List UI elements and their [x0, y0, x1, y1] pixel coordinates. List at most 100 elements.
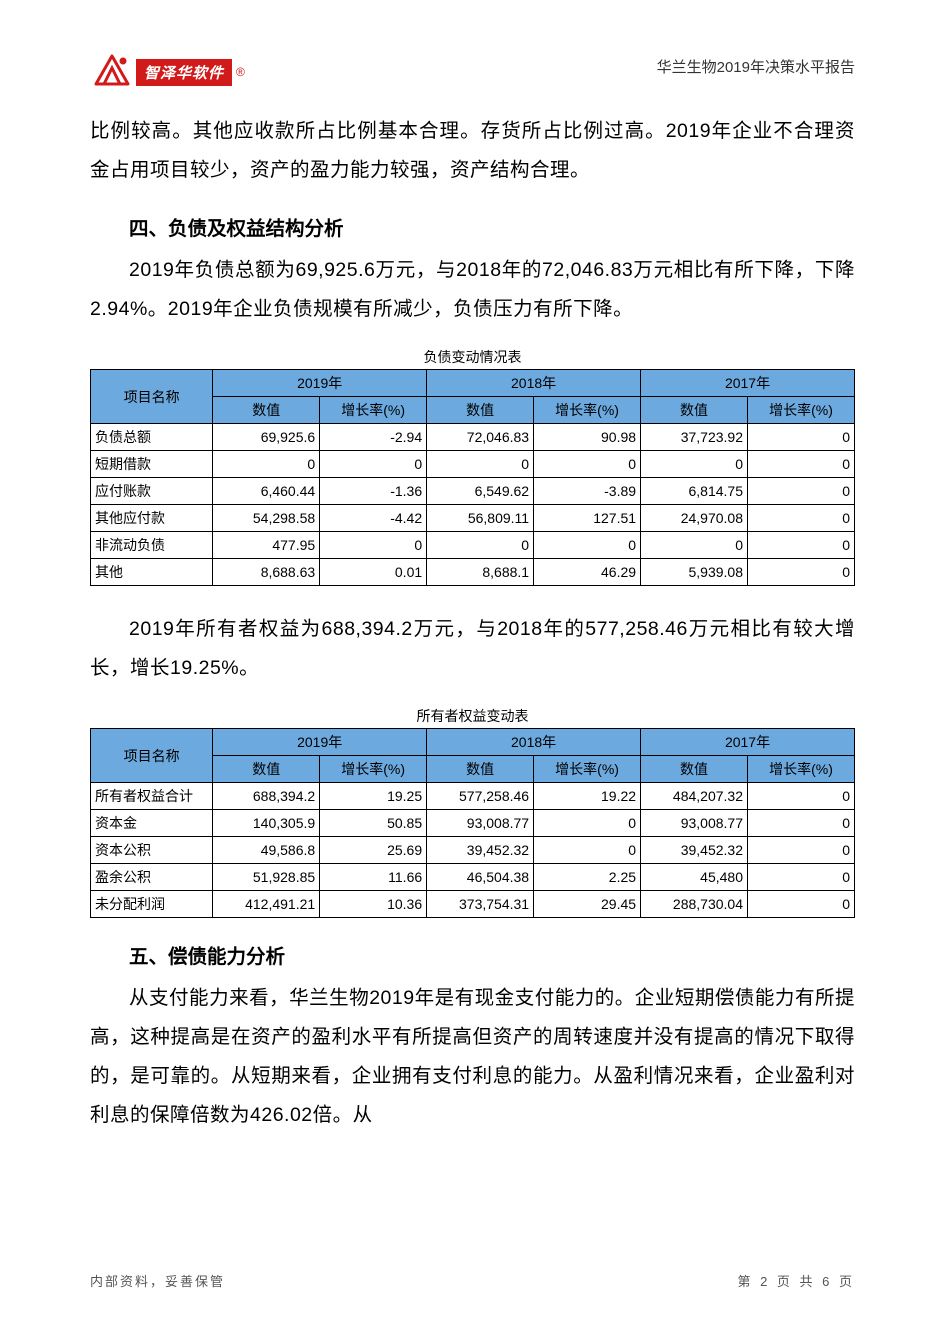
logo-text: 智泽华软件: [136, 59, 232, 86]
cell-name: 盈余公积: [91, 864, 213, 891]
cell-growth: 0: [748, 532, 855, 559]
cell-growth: -1.36: [320, 478, 427, 505]
col-subheader-value: 数值: [213, 756, 320, 783]
cell-value: 484,207.32: [641, 783, 748, 810]
cell-value: 24,970.08: [641, 505, 748, 532]
cell-value: 5,939.08: [641, 559, 748, 586]
cell-value: 51,928.85: [213, 864, 320, 891]
col-subheader-growth: 增长率(%): [748, 756, 855, 783]
doc-title: 华兰生物2019年决策水平报告: [657, 56, 855, 77]
cell-growth: -4.42: [320, 505, 427, 532]
page-header: 智泽华软件 ® 华兰生物2019年决策水平报告: [90, 50, 855, 94]
col-header-year: 2019年: [213, 370, 427, 397]
equity-table-caption: 所有者权益变动表: [90, 706, 855, 726]
cell-growth: 46.29: [534, 559, 641, 586]
section5-title: 五、偿债能力分析: [90, 940, 855, 969]
cell-growth: 0: [534, 532, 641, 559]
cell-growth: 90.98: [534, 424, 641, 451]
col-subheader-growth: 增长率(%): [320, 397, 427, 424]
cell-value: 0: [641, 451, 748, 478]
cell-value: 577,258.46: [427, 783, 534, 810]
equity-table: 项目名称2019年2018年2017年数值增长率(%)数值增长率(%)数值增长率…: [90, 728, 855, 918]
registered-icon: ®: [236, 65, 245, 79]
cell-value: 45,480: [641, 864, 748, 891]
cell-value: 39,452.32: [641, 837, 748, 864]
cell-growth: 0: [320, 451, 427, 478]
cell-growth: 0.01: [320, 559, 427, 586]
cell-value: 37,723.92: [641, 424, 748, 451]
cell-growth: 19.25: [320, 783, 427, 810]
table-row: 其他应付款54,298.58-4.4256,809.11127.5124,970…: [91, 505, 855, 532]
cell-value: 0: [427, 451, 534, 478]
cell-growth: 11.66: [320, 864, 427, 891]
cell-value: 140,305.9: [213, 810, 320, 837]
cell-growth: 0: [748, 505, 855, 532]
table-row: 未分配利润412,491.2110.36373,754.3129.45288,7…: [91, 891, 855, 918]
cell-name: 短期借款: [91, 451, 213, 478]
cell-value: 39,452.32: [427, 837, 534, 864]
cell-growth: -2.94: [320, 424, 427, 451]
col-header-year: 2018年: [427, 370, 641, 397]
cell-value: 0: [641, 532, 748, 559]
cell-growth: 25.69: [320, 837, 427, 864]
col-subheader-value: 数值: [641, 756, 748, 783]
cell-growth: 0: [748, 451, 855, 478]
cell-growth: 50.85: [320, 810, 427, 837]
col-subheader-value: 数值: [427, 397, 534, 424]
cell-growth: 0: [534, 810, 641, 837]
table-row: 资本公积49,586.825.6939,452.32039,452.320: [91, 837, 855, 864]
cell-growth: 0: [748, 810, 855, 837]
cell-growth: 29.45: [534, 891, 641, 918]
cell-growth: 2.25: [534, 864, 641, 891]
cell-growth: -3.89: [534, 478, 641, 505]
cell-value: 6,549.62: [427, 478, 534, 505]
cell-name: 所有者权益合计: [91, 783, 213, 810]
cell-name: 其他: [91, 559, 213, 586]
cell-growth: 19.22: [534, 783, 641, 810]
section4-title: 四、负债及权益结构分析: [90, 212, 855, 241]
page-footer: 内部资料，妥善保管 第 2 页 共 6 页: [90, 1271, 855, 1290]
cell-value: 373,754.31: [427, 891, 534, 918]
cell-growth: 10.36: [320, 891, 427, 918]
col-subheader-value: 数值: [213, 397, 320, 424]
table-row: 应付账款6,460.44-1.366,549.62-3.896,814.750: [91, 478, 855, 505]
cell-value: 688,394.2: [213, 783, 320, 810]
cell-growth: 0: [748, 891, 855, 918]
cell-name: 资本公积: [91, 837, 213, 864]
cell-value: 69,925.6: [213, 424, 320, 451]
col-header-year: 2017年: [641, 729, 855, 756]
cell-growth: 0: [748, 559, 855, 586]
intro-paragraph: 比例较高。其他应收款所占比例基本合理。存货所占比例过高。2019年企业不合理资金…: [90, 112, 855, 190]
section4-para2: 2019年所有者权益为688,394.2万元，与2018年的577,258.46…: [90, 610, 855, 688]
cell-name: 负债总额: [91, 424, 213, 451]
cell-value: 46,504.38: [427, 864, 534, 891]
col-header-name: 项目名称: [91, 370, 213, 424]
cell-growth: 0: [748, 478, 855, 505]
logo: 智泽华软件 ®: [90, 50, 245, 94]
logo-mark-icon: [90, 50, 134, 94]
footer-right: 第 2 页 共 6 页: [737, 1271, 855, 1290]
col-subheader-growth: 增长率(%): [534, 756, 641, 783]
cell-value: 54,298.58: [213, 505, 320, 532]
col-subheader-growth: 增长率(%): [748, 397, 855, 424]
col-header-year: 2018年: [427, 729, 641, 756]
cell-value: 6,814.75: [641, 478, 748, 505]
col-subheader-value: 数值: [641, 397, 748, 424]
cell-value: 72,046.83: [427, 424, 534, 451]
cell-value: 0: [427, 532, 534, 559]
cell-name: 资本金: [91, 810, 213, 837]
cell-name: 未分配利润: [91, 891, 213, 918]
table-row: 其他8,688.630.018,688.146.295,939.080: [91, 559, 855, 586]
cell-name: 其他应付款: [91, 505, 213, 532]
cell-name: 非流动负债: [91, 532, 213, 559]
cell-value: 0: [213, 451, 320, 478]
cell-growth: 0: [748, 837, 855, 864]
cell-growth: 0: [748, 864, 855, 891]
col-header-year: 2019年: [213, 729, 427, 756]
liability-table: 项目名称2019年2018年2017年数值增长率(%)数值增长率(%)数值增长率…: [90, 369, 855, 586]
cell-value: 8,688.1: [427, 559, 534, 586]
section5-para1: 从支付能力来看，华兰生物2019年是有现金支付能力的。企业短期偿债能力有所提高，…: [90, 979, 855, 1135]
cell-growth: 127.51: [534, 505, 641, 532]
cell-growth: 0: [320, 532, 427, 559]
cell-growth: 0: [534, 451, 641, 478]
